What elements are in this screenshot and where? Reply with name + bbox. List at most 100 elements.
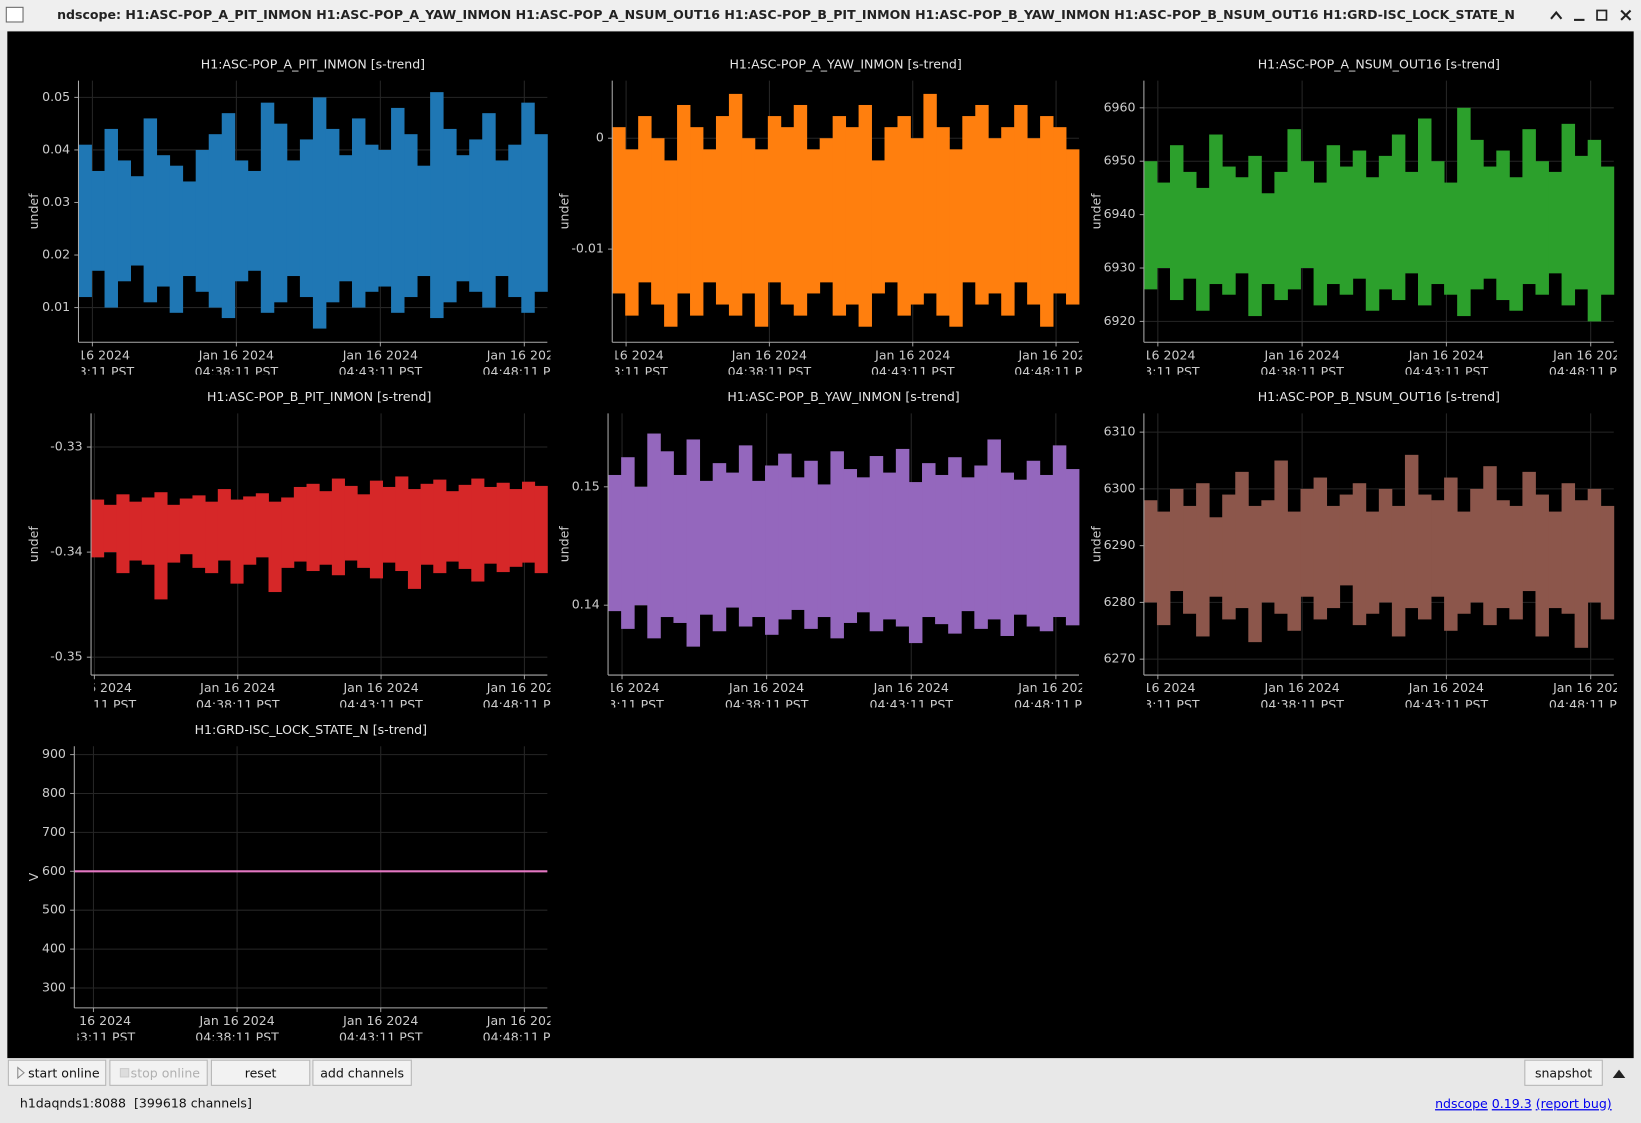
trend-band <box>703 149 716 282</box>
x-tick-label: Jan 16 2024 <box>731 347 807 362</box>
trend-band <box>896 449 910 627</box>
trend-band <box>768 116 781 282</box>
trend-band <box>673 475 687 623</box>
y-tick-label: -0.35 <box>50 649 82 664</box>
trend-band <box>1549 512 1562 608</box>
trend-band <box>1144 500 1157 602</box>
trend-band <box>1301 489 1314 597</box>
y-axis-label: V <box>26 872 41 881</box>
trend-band <box>1314 478 1327 620</box>
button-label: stop online <box>131 1065 201 1080</box>
server-status: h1daqnds1:8088 [399618 channels] <box>20 1096 252 1111</box>
trend-band <box>1274 461 1287 614</box>
trend-band <box>167 505 180 563</box>
trend-band <box>948 457 962 633</box>
trend-band <box>791 477 805 610</box>
trend-band <box>287 160 300 276</box>
trend-band <box>922 463 936 617</box>
trend-band <box>647 434 661 639</box>
x-tick-label: Jan 16 2024 <box>1264 680 1340 695</box>
trend-band <box>326 129 339 302</box>
x-tick-label: Jan 16 2024 <box>1017 680 1093 695</box>
trend-band <box>104 505 117 552</box>
trend-band <box>1496 151 1509 301</box>
y-tick-label: 0.15 <box>572 478 600 493</box>
trend-band <box>1144 161 1157 289</box>
trend-band <box>1170 145 1183 300</box>
y-tick-label: 0.02 <box>42 247 70 262</box>
version-link[interactable]: 0.19.3 <box>1492 1096 1532 1111</box>
trend-band <box>936 127 949 315</box>
trend-band <box>404 134 417 297</box>
plot-title: H1:ASC-POP_A_YAW_INMON [s-trend] <box>729 56 961 71</box>
trend-band <box>820 138 833 282</box>
trend-band <box>1418 495 1431 620</box>
trend-band <box>807 149 820 293</box>
trend-band <box>300 139 313 297</box>
trend-band <box>1340 167 1353 295</box>
trend-band <box>608 475 622 611</box>
trend-band <box>357 494 370 568</box>
window-title: ndscope: H1:ASC-POP_A_PIT_INMON H1:ASC-P… <box>57 7 1515 23</box>
trend-band <box>116 494 129 573</box>
trend-band <box>765 465 779 634</box>
trend-band <box>248 171 261 271</box>
trend-band <box>222 113 235 318</box>
plot-title: H1:ASC-POP_A_PIT_INMON [s-trend] <box>201 56 425 71</box>
y-tick-label: 6310 <box>1104 424 1136 439</box>
trend-band <box>885 127 898 282</box>
trend-band <box>459 485 472 569</box>
report-bug-link[interactable]: (report bug) <box>1536 1096 1612 1111</box>
app-link[interactable]: ndscope <box>1435 1096 1488 1111</box>
trend-band <box>700 481 714 615</box>
y-tick-label: 0.05 <box>42 89 70 104</box>
trend-band <box>612 127 625 293</box>
trend-band <box>1588 140 1601 322</box>
trend-band <box>621 457 635 629</box>
trend-band <box>651 138 664 304</box>
trend-band <box>687 439 701 646</box>
trend-band <box>1287 129 1300 289</box>
trend-band <box>1392 135 1405 301</box>
trend-band <box>1157 183 1170 268</box>
x-tick-label: Jan 16 2024 <box>1264 347 1340 362</box>
trend-band <box>1588 489 1601 603</box>
trend-band <box>1444 183 1457 295</box>
trend-band <box>243 496 256 564</box>
trend-band <box>294 487 307 562</box>
trend-band <box>1601 167 1614 295</box>
x-tick-label: Jan 16 2024 <box>199 680 275 695</box>
trend-band <box>209 134 222 307</box>
trend-band <box>1431 500 1444 596</box>
trend-band <box>1379 156 1392 289</box>
y-tick-label: 300 <box>42 979 66 994</box>
y-tick-label: 6960 <box>1104 99 1136 114</box>
trend-band <box>752 481 766 617</box>
trend-band <box>118 160 131 281</box>
trend-band <box>909 482 923 643</box>
trend-band <box>1209 135 1222 285</box>
trend-band <box>739 445 753 626</box>
y-axis-label: undef <box>557 526 572 563</box>
trend-band <box>1196 188 1209 311</box>
trend-band <box>395 476 408 571</box>
trend-band <box>1470 140 1483 290</box>
trend-band <box>833 116 846 316</box>
trend-band <box>1287 512 1300 631</box>
trend-band <box>1027 461 1041 627</box>
trend-band <box>1457 108 1470 316</box>
trend-band <box>726 473 740 608</box>
x-tick-label: Jan 16 2024 <box>198 347 274 362</box>
trend-band <box>421 484 434 565</box>
y-tick-label: 0.01 <box>42 299 70 314</box>
trend-band <box>1066 149 1079 304</box>
trend-band <box>634 487 648 605</box>
trend-band <box>522 482 535 563</box>
y-tick-label: -0.34 <box>50 544 82 559</box>
plot-title: H1:ASC-POP_B_YAW_INMON [s-trend] <box>727 389 959 404</box>
trend-band <box>1209 517 1222 596</box>
trend-band <box>484 487 497 564</box>
trend-band <box>1418 119 1431 306</box>
trend-band <box>1040 475 1054 631</box>
